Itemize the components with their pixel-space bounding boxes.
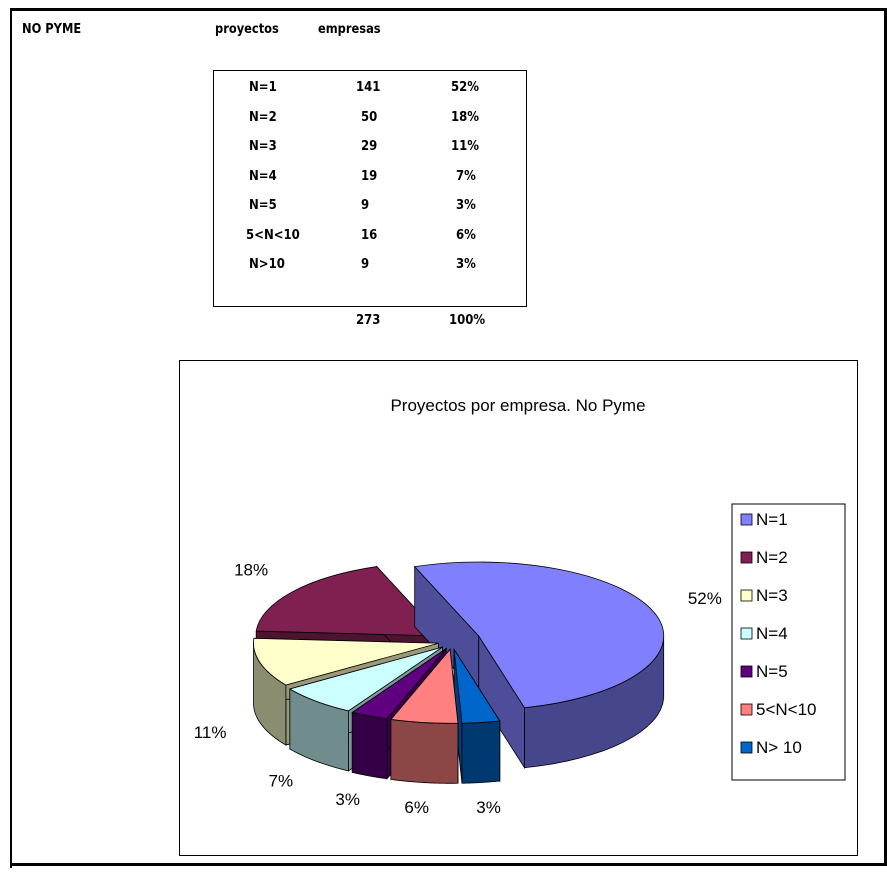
table-row-count: 50 bbox=[361, 109, 378, 125]
table-row-label: N>10 bbox=[249, 257, 285, 272]
projects-column-header: proyectos bbox=[215, 22, 279, 37]
frame-top-border bbox=[10, 8, 887, 11]
legend-label: 5<N<10 bbox=[756, 700, 817, 719]
pie-data-label: 18% bbox=[234, 560, 268, 579]
pie-data-label: 3% bbox=[476, 798, 501, 817]
legend-item: N=1 bbox=[740, 510, 788, 529]
legend-label: N> 10 bbox=[756, 738, 802, 757]
legend-swatch bbox=[740, 551, 753, 564]
table-row-percent: 3% bbox=[456, 257, 476, 272]
pie-data-label: 6% bbox=[404, 798, 429, 817]
pie-data-label: 7% bbox=[269, 771, 294, 790]
chart-title: Proyectos por empresa. No Pyme bbox=[390, 396, 645, 415]
table-row-count: 19 bbox=[361, 168, 378, 184]
legend-label: N=2 bbox=[756, 548, 788, 567]
pie-data-label: 52% bbox=[688, 589, 722, 608]
frame-left-border bbox=[10, 8, 12, 868]
pie-slice bbox=[453, 647, 501, 784]
legend-box bbox=[731, 503, 846, 781]
table-row-label: 5<N<10 bbox=[246, 227, 300, 243]
legend-label: N=3 bbox=[756, 586, 788, 605]
legend-item: N=5 bbox=[740, 662, 788, 681]
table-row-count: 29 bbox=[361, 139, 378, 154]
legend-item: N=4 bbox=[740, 624, 788, 643]
pie-slice bbox=[390, 648, 459, 784]
table-row-count: 9 bbox=[361, 257, 370, 272]
frame-right-border bbox=[884, 8, 887, 866]
table-row-count: 141 bbox=[356, 80, 381, 95]
table-row-percent: 52% bbox=[451, 80, 480, 95]
legend-item: 5<N<10 bbox=[740, 700, 817, 719]
pie-data-label: 3% bbox=[335, 790, 360, 809]
companies-column-header: empresas bbox=[318, 22, 381, 37]
legend-swatch bbox=[740, 513, 753, 526]
legend-label: N=1 bbox=[756, 510, 788, 529]
chart-area: Proyectos por empresa. No Pyme 52% 18% 11%… bbox=[179, 360, 858, 856]
legend-swatch bbox=[740, 665, 753, 678]
table-row-percent: 11% bbox=[451, 139, 480, 154]
table-total-percent: 100% bbox=[449, 313, 486, 328]
table-row-label: N=5 bbox=[249, 198, 277, 213]
table-row-label: N=3 bbox=[249, 139, 277, 154]
pie-data-labels: 52% 18% 11% 7% 3% 6% 3% bbox=[194, 560, 722, 817]
frame-bottom-border bbox=[10, 863, 887, 866]
table-row-percent: 18% bbox=[451, 109, 480, 125]
legend-swatch bbox=[740, 627, 753, 640]
table-total-count: 273 bbox=[356, 313, 381, 328]
legend-swatch bbox=[740, 703, 753, 716]
pie-slices bbox=[253, 561, 665, 784]
category-label: NO PYME bbox=[22, 22, 82, 37]
legend: N=1 N=2 N=3 N=4 N=5 5<N<10 N> 10 bbox=[740, 510, 817, 757]
pie-data-label: 11% bbox=[194, 723, 227, 742]
legend-item: N=2 bbox=[740, 548, 788, 567]
legend-label: N=4 bbox=[756, 624, 788, 643]
pie-chart: Proyectos por empresa. No Pyme 52% 18% 11%… bbox=[194, 396, 846, 817]
legend-item: N=3 bbox=[740, 586, 788, 605]
data-table-box bbox=[213, 70, 527, 307]
table-row-percent: 3% bbox=[456, 198, 476, 213]
legend-label: N=5 bbox=[756, 662, 788, 681]
table-row-count: 9 bbox=[361, 198, 370, 213]
legend-swatch bbox=[740, 741, 753, 754]
table-row-label: N=4 bbox=[249, 168, 277, 184]
table-row-count: 16 bbox=[361, 227, 378, 243]
table-row-label: N=1 bbox=[249, 80, 277, 95]
legend-item: N> 10 bbox=[740, 738, 802, 757]
legend-swatch bbox=[740, 589, 753, 602]
table-row-label: N=2 bbox=[249, 109, 277, 125]
table-row-percent: 7% bbox=[456, 168, 476, 184]
table-row-percent: 6% bbox=[456, 227, 476, 243]
